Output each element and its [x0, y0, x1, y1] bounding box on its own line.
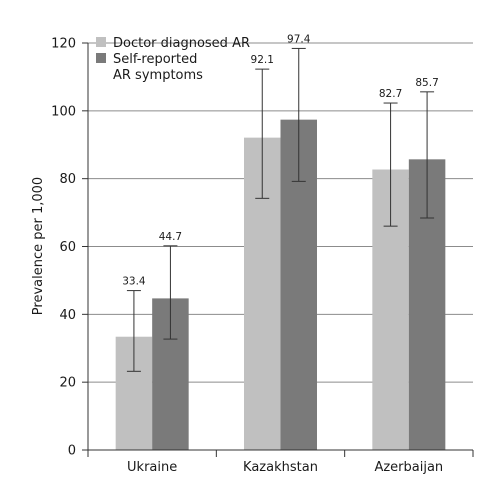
- data-label: 33.4: [122, 276, 146, 288]
- y-tick-label: 60: [59, 240, 76, 255]
- y-tick-label: 100: [51, 104, 76, 119]
- data-label: 85.7: [415, 77, 438, 89]
- data-label: 82.7: [379, 88, 402, 100]
- legend-label: Doctor diagnosed AR: [113, 36, 250, 51]
- y-tick-label: 40: [59, 308, 76, 323]
- y-tick-label: 0: [68, 444, 76, 459]
- legend-swatch: [96, 53, 106, 63]
- y-tick-label: 80: [59, 172, 76, 187]
- y-tick-label: 120: [51, 37, 76, 52]
- bars: [115, 119, 446, 451]
- error-bars: [126, 47, 435, 372]
- x-tick-label: Ukraine: [127, 460, 177, 475]
- data-label: 97.4: [287, 33, 311, 45]
- x-tick-label: Azerbaijan: [374, 460, 443, 475]
- data-labels: 33.4 92.1 82.7 44.7 97.4 85.7: [122, 33, 439, 287]
- data-label: 44.7: [159, 231, 182, 243]
- x-tick-label: Kazakhstan: [243, 460, 318, 475]
- axes: 0 20 40 60 80 100 120 Ukraine Kazakhstan Azerbaij…: [51, 37, 474, 475]
- y-axis-title: Prevalence per 1,000: [31, 177, 46, 315]
- y-tick-label: 20: [59, 376, 76, 391]
- data-label: 92.1: [251, 54, 274, 66]
- legend-label: AR symptoms: [113, 68, 203, 83]
- legend-label: Self-reported: [113, 52, 197, 67]
- legend-swatch: [96, 37, 106, 47]
